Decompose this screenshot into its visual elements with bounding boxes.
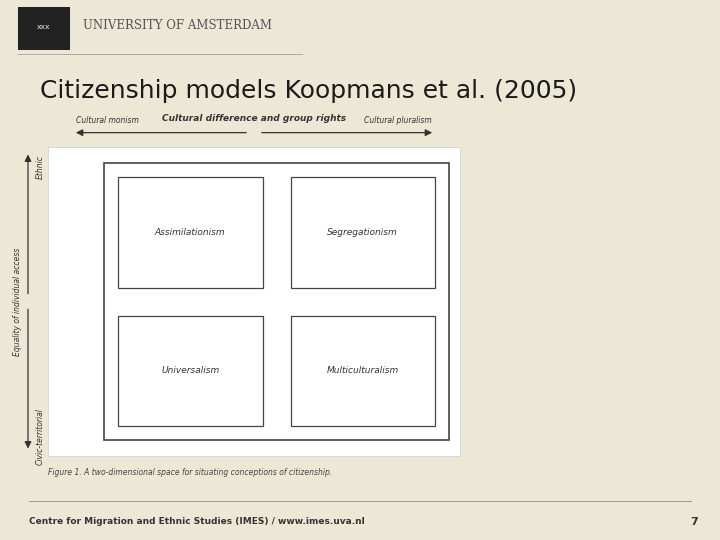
Text: Civic-territorial: Civic-territorial <box>36 408 45 465</box>
Text: xxx: xxx <box>37 24 50 30</box>
Bar <box>118 315 263 427</box>
Bar <box>118 177 263 287</box>
Text: Citizenship models Koopmans et al. (2005): Citizenship models Koopmans et al. (2005… <box>40 79 577 103</box>
Bar <box>48 147 460 456</box>
Bar <box>290 315 435 427</box>
Text: Cultural pluralism: Cultural pluralism <box>364 116 432 125</box>
Text: Multiculturalism: Multiculturalism <box>327 367 399 375</box>
Text: Centre for Migration and Ethnic Studies (IMES) / www.imes.uva.nl: Centre for Migration and Ethnic Studies … <box>29 517 364 526</box>
Text: Assimilationism: Assimilationism <box>155 227 225 237</box>
Text: Ethnic: Ethnic <box>36 154 45 179</box>
Bar <box>104 163 449 441</box>
Text: 7: 7 <box>690 517 698 526</box>
Bar <box>18 7 70 50</box>
Text: Figure 1. A two-dimensional space for situating conceptions of citizenship.: Figure 1. A two-dimensional space for si… <box>48 468 332 477</box>
Text: UNIVERSITY OF AMSTERDAM: UNIVERSITY OF AMSTERDAM <box>83 19 272 32</box>
Bar <box>290 177 435 287</box>
Text: Equality of individual access: Equality of individual access <box>14 247 22 356</box>
Text: Universalism: Universalism <box>161 367 220 375</box>
Text: Cultural difference and group rights: Cultural difference and group rights <box>162 114 346 123</box>
Text: Segregationism: Segregationism <box>328 227 398 237</box>
Text: Cultural monism: Cultural monism <box>76 116 139 125</box>
